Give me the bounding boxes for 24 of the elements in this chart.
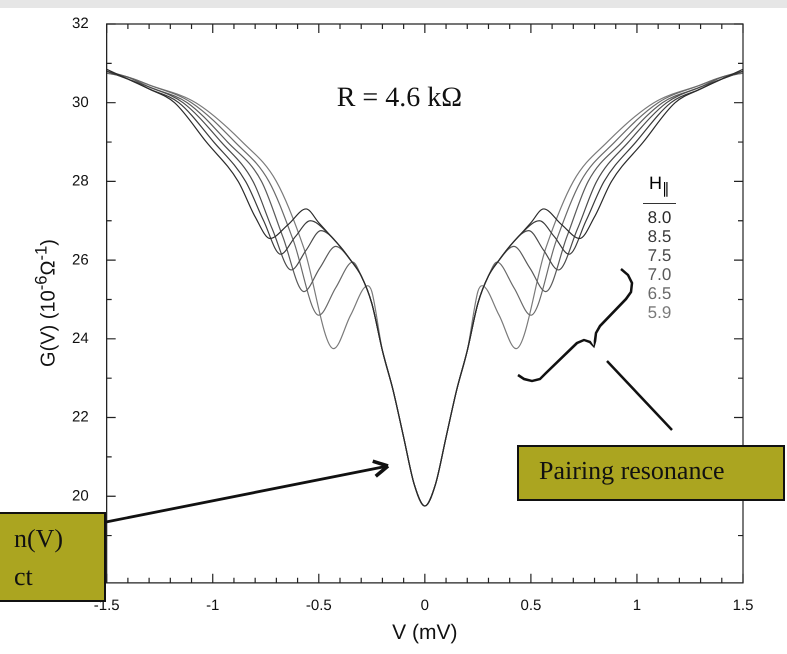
text: 6.5 xyxy=(646,284,672,303)
x-tick-label: 0.5 xyxy=(520,596,542,614)
y-tick-label: 30 xyxy=(72,94,89,111)
y-tick-label: 24 xyxy=(72,330,89,347)
legend-label: 8.0 xyxy=(646,208,672,227)
y-tick-label: 22 xyxy=(72,408,89,426)
y-tick-label: 20 xyxy=(72,487,89,504)
annotation: Pairing resonance xyxy=(517,445,785,502)
x-tick-label: -0.5 xyxy=(306,596,332,614)
x-axis-title: V (mV) xyxy=(392,621,458,644)
x-tick-label: -1 xyxy=(206,596,220,614)
text: 5.9 xyxy=(646,302,672,322)
legend-title: H$_{∥}$ xyxy=(643,173,676,204)
x-tick-label: 0 xyxy=(420,596,430,614)
text: n(V) ct xyxy=(14,524,64,591)
y-tick-label: 32 xyxy=(72,15,89,32)
text: 7.5 xyxy=(646,246,672,265)
text: 8.5 xyxy=(646,226,672,246)
y-tick-label: 28 xyxy=(72,172,89,190)
x-tick-label: 1 xyxy=(632,596,642,614)
annotation: R = 4.6 kΩ xyxy=(336,82,462,113)
y-tick-label: 26 xyxy=(72,251,89,268)
text: 7.0 xyxy=(646,264,672,284)
x-tick-label: 1.5 xyxy=(732,596,754,614)
